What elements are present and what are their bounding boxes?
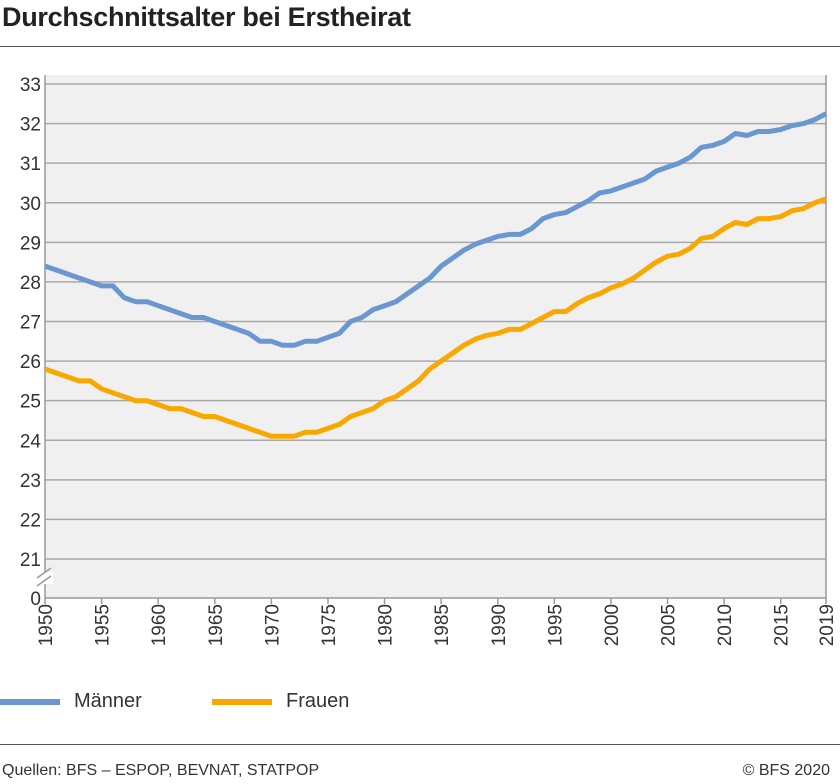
source-note: Quellen: BFS – ESPOP, BEVNAT, STATPOP	[2, 762, 320, 779]
y-tick-label: 31	[20, 154, 41, 175]
y-tick-label: 28	[20, 273, 41, 294]
y-tick-label: 23	[20, 471, 41, 492]
x-tick-label: 2000	[602, 604, 623, 646]
legend-label-maenner: Männer	[74, 690, 142, 712]
y-tick-label: 33	[20, 75, 41, 96]
x-tick-label: 1990	[489, 604, 510, 646]
x-tick-label: 1985	[432, 604, 453, 646]
x-tick-label: 1980	[376, 604, 397, 646]
legend-swatch-frauen	[212, 698, 272, 705]
x-tick-label: 1970	[262, 604, 283, 646]
x-tick-label: 1950	[36, 604, 57, 646]
plot-area	[45, 75, 826, 598]
copyright: © BFS 2020	[742, 762, 830, 779]
y-tick-label: 21	[20, 550, 41, 571]
footer-divider	[0, 744, 840, 745]
y-tick-label: 26	[20, 352, 41, 373]
x-tick-label: 1995	[545, 604, 566, 646]
legend-swatch-maenner	[0, 698, 60, 705]
x-tick-label: 2015	[772, 604, 793, 646]
x-tick-label: 2019	[817, 604, 838, 646]
y-tick-label: 24	[20, 431, 42, 452]
line-chart: 0 21 22 23 24 25 26 27 28 29 30 31 32 33 1950 1955 1960 1…	[20, 75, 838, 646]
x-tick-label: 2010	[715, 604, 736, 646]
y-tick-label: 27	[20, 313, 41, 334]
axis-break-mark	[36, 567, 52, 579]
legend-label-frauen: Frauen	[286, 690, 350, 712]
x-tick-label: 1975	[319, 604, 340, 646]
y-tick-label: 22	[20, 510, 41, 531]
title-divider	[0, 46, 840, 47]
x-tick-label: 1955	[93, 604, 114, 646]
axis-break-mark	[36, 575, 52, 587]
x-tick-label: 1960	[149, 604, 170, 646]
chart-title: Durchschnittsalter bei Erstheirat	[2, 2, 411, 32]
y-tick-label: 0	[30, 589, 41, 610]
y-tick-label: 29	[20, 233, 41, 254]
y-tick-label: 32	[20, 115, 41, 136]
legend-item-frauen: Frauen	[212, 690, 349, 713]
y-tick-label: 30	[20, 194, 41, 215]
y-tick-label: 25	[20, 392, 41, 413]
x-tick-label: 2005	[659, 604, 680, 646]
legend-item-maenner: Männer	[0, 690, 142, 713]
x-tick-label: 1965	[206, 604, 227, 646]
series-line-frauen	[44, 196, 827, 439]
axis-break-gap	[37, 572, 53, 584]
series-line-maenner	[44, 111, 828, 348]
